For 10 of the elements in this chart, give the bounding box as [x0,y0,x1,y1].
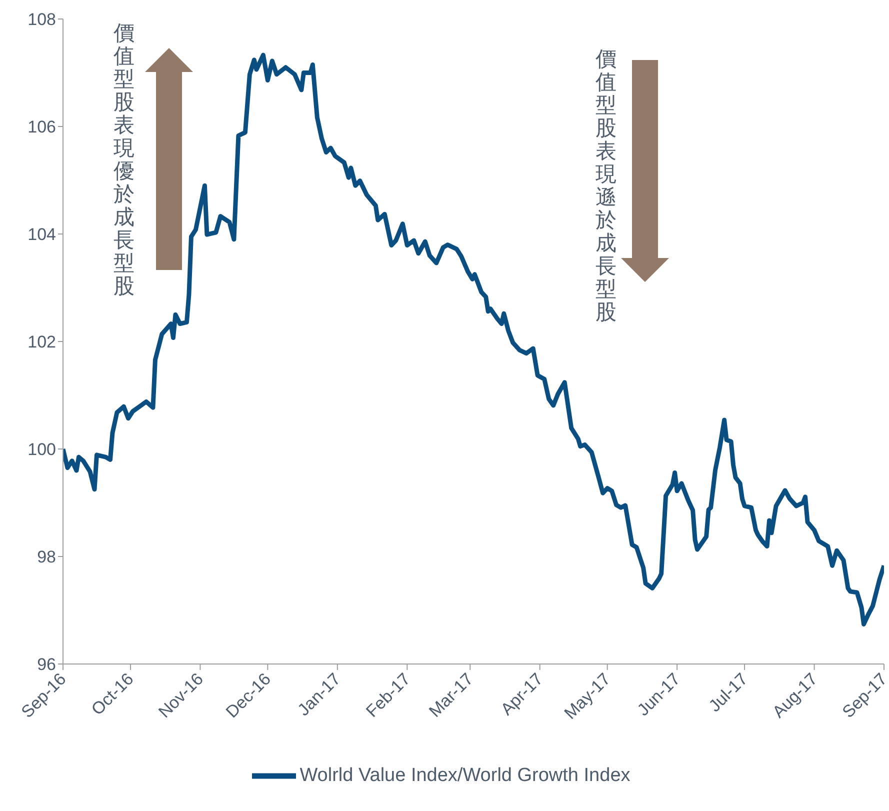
legend-label: Wolrld Value Index/World Growth Index [300,765,630,786]
text: 價值型股表現遜於成長型股 [596,48,616,324]
y-tick-label: 96 [37,655,56,674]
y-tick-label: 104 [28,225,56,244]
y-tick-label: 100 [28,440,56,460]
y-tick-label: 108 [28,10,56,30]
y-tick-label: 106 [28,118,56,137]
y-tick-label: 102 [28,332,56,352]
y-tick-label: 98 [37,548,56,567]
text: 價值型股表現優於成長型股 [114,22,134,298]
